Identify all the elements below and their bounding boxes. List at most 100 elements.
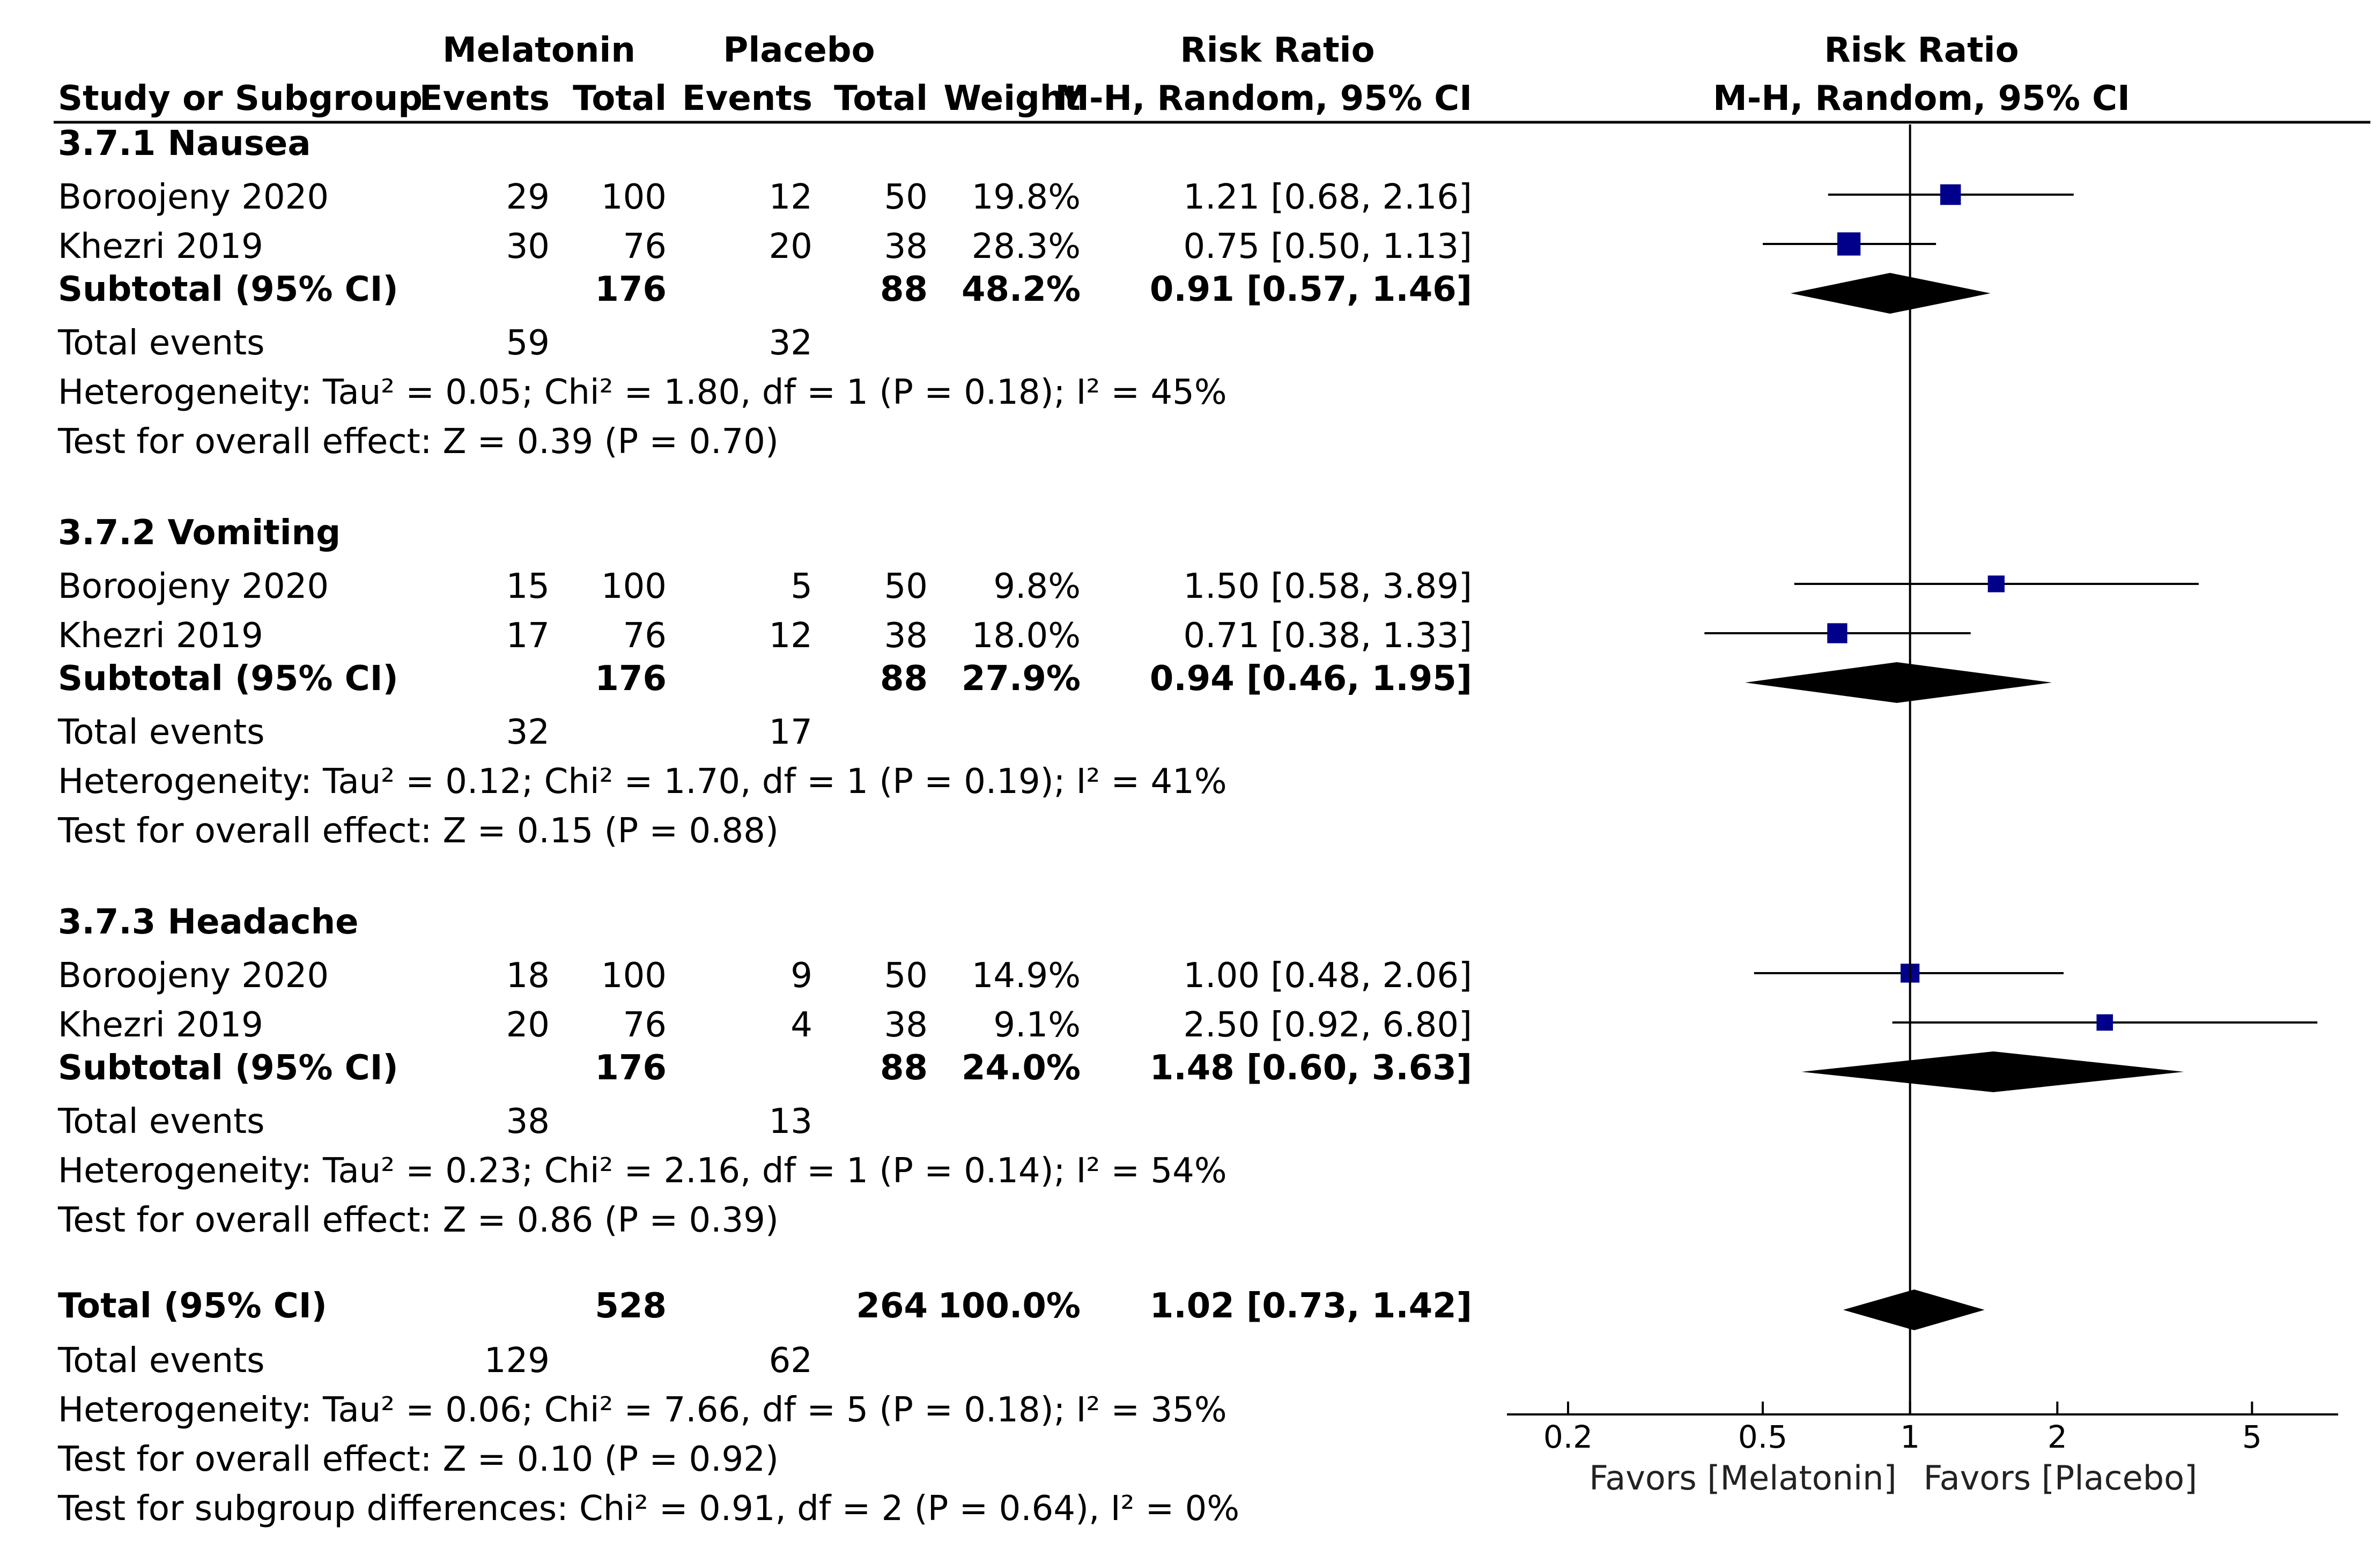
study-risk-ratio: 2.50 [0.92, 6.80] (1184, 1005, 1472, 1045)
total-weight: 100.0% (937, 1286, 1081, 1326)
study-risk-ratio: 1.00 [0.48, 2.06] (1184, 956, 1472, 996)
study-name: Khezri 2019 (58, 1005, 263, 1045)
placebo-total: 50 (884, 567, 928, 606)
study-risk-ratio: 0.71 [0.38, 1.33] (1184, 616, 1472, 656)
melatonin-total: 76 (623, 616, 667, 656)
melatonin-total: 100 (601, 567, 667, 606)
study-weight: 14.9% (972, 956, 1081, 996)
study-weight: 9.1% (993, 1005, 1081, 1045)
study-column-header: Study or Subgroup (58, 79, 423, 118)
melatonin-total: 76 (623, 1005, 667, 1045)
subtotal-weight: 48.2% (962, 270, 1081, 309)
melatonin-total: 100 (601, 177, 667, 217)
melatonin-events: 15 (506, 567, 550, 606)
placebo-total: 50 (884, 956, 928, 996)
study-weight: 19.8% (972, 177, 1081, 217)
overall-effect-text: Test for overall effect: Z = 0.86 (P = 0… (57, 1200, 779, 1240)
placebo-events: 20 (769, 227, 812, 266)
placebo-total: 38 (884, 616, 928, 656)
total-melatonin-total: 528 (595, 1286, 667, 1326)
study-weight: 18.0% (972, 616, 1081, 656)
study-point-square (1827, 623, 1847, 643)
subtotal-placebo-total: 88 (880, 1048, 928, 1088)
subtotal-placebo-total: 88 (880, 659, 928, 699)
study-point-square (1837, 232, 1861, 256)
melatonin-events-header: Events (419, 79, 550, 118)
subtotal-risk-ratio: 0.94 [0.46, 1.95] (1150, 659, 1472, 699)
x-tick-label: 0.2 (1543, 1419, 1593, 1455)
x-tick-label: 0.5 (1738, 1419, 1787, 1455)
study-name: Boroojeny 2020 (58, 956, 329, 996)
subtotal-melatonin-total: 176 (595, 1048, 667, 1088)
melatonin-events: 29 (506, 177, 550, 217)
rr-method-header: M-H, Random, 95% CI (1055, 79, 1472, 118)
subtotal-weight: 27.9% (962, 659, 1081, 699)
subtotal-label: Subtotal (95% CI) (58, 1048, 398, 1088)
x-tick-label: 5 (2242, 1419, 2262, 1455)
total-events-melatonin: 59 (506, 323, 550, 363)
total-events-placebo: 62 (769, 1341, 812, 1381)
rr-column-title: Risk Ratio (1180, 31, 1374, 70)
placebo-events: 9 (790, 956, 812, 996)
table-rows: 3.7.1 Nausea Boroojeny 2020 29 100 12 50 19.8%… (57, 124, 1472, 1529)
placebo-events: 4 (790, 1005, 812, 1045)
study-weight: 28.3% (972, 227, 1081, 266)
heterogeneity-text: Heterogeneity: Tau² = 0.23; Chi² = 2.16,… (58, 1151, 1227, 1191)
total-events-label: Total events (57, 1341, 264, 1381)
subtotal-melatonin-total: 176 (595, 659, 667, 699)
forest-marks (1704, 184, 2318, 1330)
favors-melatonin-label: Favors [Melatonin] (1589, 1458, 1896, 1498)
subgroup-title: 3.7.1 Nausea (58, 124, 311, 164)
subtotal-melatonin-total: 176 (595, 270, 667, 309)
study-point-square (1987, 575, 2005, 592)
overall-effect-text: Test for overall effect: Z = 0.39 (P = 0… (57, 422, 779, 462)
subtotal-risk-ratio: 0.91 [0.57, 1.46] (1150, 270, 1472, 309)
study-point-square (1940, 184, 1961, 205)
placebo-events: 12 (769, 616, 812, 656)
plot-title: Risk Ratio (1824, 31, 2019, 70)
placebo-group-header: Placebo (723, 31, 875, 70)
heterogeneity-text: Heterogeneity: Tau² = 0.05; Chi² = 1.80,… (58, 373, 1227, 412)
melatonin-events: 18 (506, 956, 550, 996)
study-name: Khezri 2019 (58, 227, 263, 266)
placebo-total: 38 (884, 1005, 928, 1045)
total-events-label: Total events (57, 323, 264, 363)
placebo-total-header: Total (834, 79, 928, 118)
subtotal-weight: 24.0% (962, 1048, 1081, 1088)
melatonin-events: 20 (506, 1005, 550, 1045)
x-tick-label: 2 (2048, 1419, 2067, 1455)
melatonin-total: 76 (623, 227, 667, 266)
total-events-melatonin: 38 (506, 1102, 550, 1142)
heterogeneity-text: Heterogeneity: Tau² = 0.12; Chi² = 1.70,… (58, 762, 1227, 802)
study-point-square (2096, 1014, 2113, 1031)
total-label: Total (95% CI) (58, 1286, 327, 1326)
study-weight: 9.8% (993, 567, 1081, 606)
study-name: Boroojeny 2020 (58, 177, 329, 217)
total-diamond (1843, 1289, 1985, 1330)
melatonin-events: 17 (506, 616, 550, 656)
x-axis: 0.2 0.5 1 2 5 Favors [Melatonin] Favors [Place… (1507, 124, 2338, 1498)
placebo-events: 5 (790, 567, 812, 606)
total-events-melatonin: 32 (506, 713, 550, 752)
overall-effect-text: Test for overall effect: Z = 0.10 (P = 0… (57, 1440, 779, 1479)
study-name: Boroojeny 2020 (58, 567, 329, 606)
subtotal-risk-ratio: 1.48 [0.60, 3.63] (1150, 1048, 1472, 1088)
melatonin-events: 30 (506, 227, 550, 266)
melatonin-total: 100 (601, 956, 667, 996)
subgroup-title: 3.7.3 Headache (58, 902, 359, 942)
heterogeneity-text: Heterogeneity: Tau² = 0.06; Chi² = 7.66,… (58, 1390, 1227, 1430)
subtotal-label: Subtotal (95% CI) (58, 270, 398, 309)
total-placebo-total: 264 (856, 1286, 928, 1326)
total-events-label: Total events (57, 713, 264, 752)
overall-effect-text: Test for overall effect: Z = 0.15 (P = 0… (57, 811, 779, 851)
plot-method-header: M-H, Random, 95% CI (1713, 79, 2130, 118)
subtotal-label: Subtotal (95% CI) (58, 659, 398, 699)
subtotal-diamond (1801, 1051, 2184, 1092)
placebo-events: 12 (769, 177, 812, 217)
melatonin-total-header: Total (573, 79, 667, 118)
study-risk-ratio: 1.50 [0.58, 3.89] (1184, 567, 1472, 606)
total-events-melatonin: 129 (484, 1341, 550, 1381)
placebo-total: 38 (884, 227, 928, 266)
favors-placebo-label: Favors [Placebo] (1924, 1458, 2198, 1498)
